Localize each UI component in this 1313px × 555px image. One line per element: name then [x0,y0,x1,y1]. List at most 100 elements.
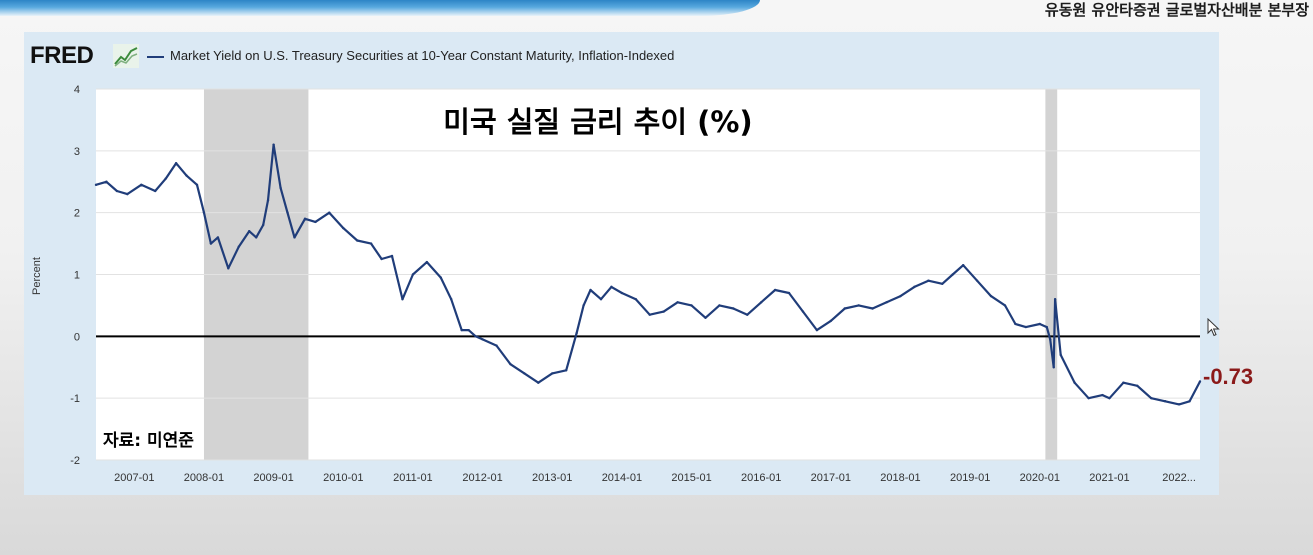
source-annotation: 자료: 미연준 [103,431,194,451]
x-tick-label: 2015-01 [671,472,711,484]
y-tick-label: 3 [74,146,80,158]
x-tick-label: 2009-01 [253,472,293,484]
series-point [773,288,777,292]
series-point [202,211,206,214]
x-tick-label: 2021-01 [1089,472,1129,484]
series-point [164,177,167,180]
series-point [662,310,665,313]
y-tick-label: 4 [74,84,80,96]
series-point [94,183,98,187]
series-point [927,279,930,282]
series-point [815,328,819,332]
y-tick-label: -1 [70,393,80,405]
series-point [599,298,603,301]
series-point [885,301,888,304]
series-point [801,310,805,313]
x-tick-label: 2011-01 [393,472,433,484]
series-point [634,298,638,301]
legend-label: Market Yield on U.S. Treasury Securities… [170,48,675,63]
series-point [185,174,188,177]
y-tick-label: 1 [74,270,80,282]
x-tick-label: 2019-01 [950,472,990,484]
series-point [474,335,477,338]
series-point [1150,396,1153,400]
fred-logo: FRED [30,42,94,69]
x-tick-label: 2016-01 [741,472,781,484]
x-tick-label: 2012-01 [462,472,502,484]
series-point [1053,298,1057,301]
series-point [380,257,383,261]
series-point [1014,322,1017,326]
mouse-pointer-icon [1207,318,1220,337]
series-point [787,291,791,295]
series-point [648,313,651,316]
series-point [843,307,846,310]
series-point [328,211,331,214]
series-point [1188,400,1191,403]
series-point [951,273,954,276]
x-tick-label: 2022... [1162,472,1196,484]
series-point [1059,353,1062,357]
x-tick-label: 2010-01 [323,472,363,484]
series-point [690,304,693,307]
series-point [115,189,119,193]
series-point [1045,325,1048,329]
series-point [1163,400,1167,403]
series-point [411,273,415,276]
series-point [551,372,554,375]
series-point [209,242,213,245]
series-point [509,362,512,366]
series-point [1073,381,1076,384]
series-point [390,254,394,258]
presenter-caption: 유동원 유안타증권 글로벌자산배분 본부장 [1044,1,1309,19]
series-point [941,282,944,285]
series-point [989,294,993,298]
series-point [1177,403,1181,406]
y-tick-label: 0 [74,331,80,343]
x-tick-label: 2020-01 [1020,472,1060,484]
series-point [1049,338,1052,341]
chart-title: 미국 실질 금리 추이 (%) [443,105,752,139]
series-point [266,199,270,202]
x-tick-label: 2014-01 [602,472,642,484]
series-point [439,276,442,279]
series-point [746,313,749,316]
series-point [523,372,526,375]
series-point [425,260,429,264]
series-point [248,230,251,233]
series-point [961,264,965,267]
series-point [401,298,404,301]
x-tick-label: 2007-01 [114,472,154,484]
series-point [105,180,108,183]
series-point [732,307,735,310]
x-tick-label: 2013-01 [532,472,572,484]
series-point [718,304,721,307]
series-point [342,226,345,230]
series-point [575,332,578,335]
series-point [467,328,470,332]
series-point [140,183,143,187]
series-point [704,316,707,319]
series-point [154,189,157,193]
series-point [759,301,763,304]
series-point [279,186,282,190]
series-point [610,285,613,289]
series-point [293,236,296,239]
series-point [227,267,230,270]
series-point [369,242,373,245]
x-tick-label: 2018-01 [880,472,920,484]
series-point [829,319,833,323]
series-point [1024,325,1028,329]
series-point [255,236,258,239]
series-point [1003,304,1007,307]
series-point [261,223,265,227]
series-point [272,143,275,146]
series-point [237,245,240,248]
series-point [620,291,624,295]
series-point [174,162,178,165]
series-point [975,279,979,282]
y-tick-label: 2 [74,208,80,220]
latest-value-annotation: -0.73 [1203,364,1254,389]
series-point [537,381,540,384]
legend-swatch [147,56,164,58]
